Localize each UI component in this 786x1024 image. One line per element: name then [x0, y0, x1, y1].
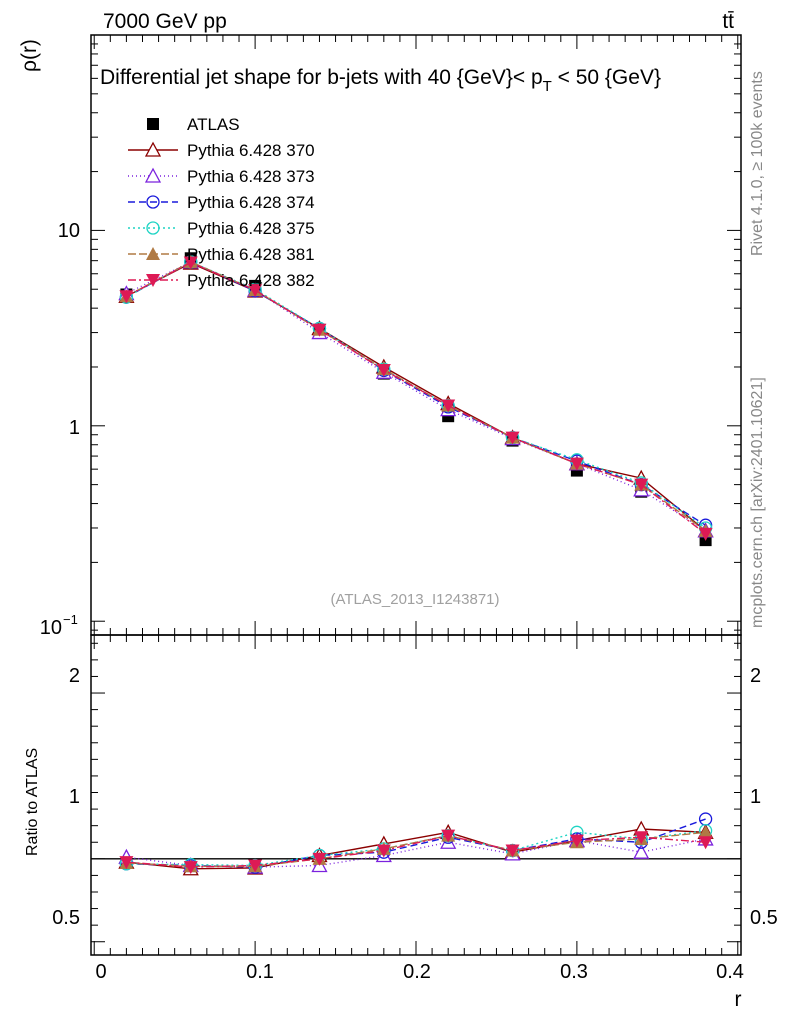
ratio-point-pythia-6-428-382 — [441, 829, 456, 843]
data-point-pythia-6-428-382 — [634, 478, 649, 492]
x-tick-label-0.1: 0.1 — [246, 961, 274, 983]
ratio-point-pythia-6-428-382 — [183, 861, 198, 875]
legend-entry-pythia-6-428-373: Pythia 6.428 373 — [128, 167, 315, 186]
ratio-line-pythia-6-428-382 — [126, 834, 706, 868]
legend-label: Pythia 6.428 381 — [187, 245, 315, 264]
series-line-pythia-6-428-374 — [126, 261, 706, 526]
chart-title: Differential jet shape for b-jets with 4… — [100, 66, 661, 95]
series-pythia-6-428-373 — [118, 253, 714, 538]
legend-marker — [144, 167, 162, 183]
ratio-y-tick-2: 2 — [69, 665, 80, 687]
series-line-pythia-6-428-375 — [126, 261, 707, 529]
process-label: tt̄ — [722, 10, 734, 33]
legend-marker — [147, 118, 159, 130]
ratio-point-pythia-6-428-382 — [569, 834, 584, 848]
ratio-point-pythia-6-428-382 — [698, 836, 713, 850]
ratio-point-pythia-6-428-381 — [698, 825, 713, 839]
x-tick-label-0.4: 0.4 — [716, 961, 744, 983]
legend-label: Pythia 6.428 373 — [187, 167, 315, 186]
ratio-y-tick-1: 1 — [69, 786, 80, 808]
ratio-point-pythia-6-428-382 — [505, 844, 520, 858]
series-line-pythia-6-428-381 — [126, 261, 707, 532]
data-point-pythia-6-428-382 — [698, 527, 713, 541]
legend-marker — [146, 195, 160, 209]
ratio-y-tick-1-right: 1 — [750, 786, 761, 808]
ratio-line-pythia-6-428-373 — [126, 838, 706, 868]
x-tick-label-0: 0 — [95, 961, 106, 983]
ratio-line-pythia-6-428-375 — [126, 829, 706, 867]
chart-title-subscript: T — [543, 78, 552, 95]
ratio-point-pythia-6-428-382 — [634, 831, 649, 845]
data-point-pythia-6-428-382 — [505, 431, 520, 445]
series-atlas — [120, 252, 712, 547]
ratio-y-tick-0.5: 0.5 — [52, 907, 80, 929]
x-axis-label: r — [735, 988, 742, 1011]
data-point-pythia-6-428-382 — [312, 323, 327, 337]
main-axis-ticks — [91, 34, 741, 635]
legend-entry-pythia-6-428-381: Pythia 6.428 381 — [128, 245, 315, 264]
y-tick-label-1: 1 — [69, 417, 80, 439]
x-tick-label-0.2: 0.2 — [403, 961, 431, 983]
legend-entry-pythia-6-428-370: Pythia 6.428 370 — [128, 141, 315, 160]
legend-label: Pythia 6.428 374 — [187, 193, 315, 212]
data-point-pythia-6-428-382 — [248, 284, 263, 298]
ratio-point-pythia-6-428-382 — [119, 856, 134, 870]
x-tick-label-0.3: 0.3 — [560, 961, 588, 983]
data-point-pythia-6-428-382 — [183, 256, 198, 270]
mcplots-label: mcplots.cern.ch [arXiv:2401.10621] — [749, 377, 766, 628]
data-point-pythia-6-428-382 — [569, 457, 584, 471]
analysis-id-label: (ATLAS_2013_I1243871) — [330, 591, 499, 608]
legend-entry-pythia-6-428-382: Pythia 6.428 382 — [128, 271, 315, 290]
series-pythia-6-428-382 — [119, 256, 713, 541]
series-pythia-6-428-370 — [118, 254, 714, 538]
legend-entry-pythia-6-428-374: Pythia 6.428 374 — [128, 193, 315, 212]
y-tick-label-0.1: 10 — [40, 617, 62, 639]
ratio-axis-ticks — [91, 635, 741, 955]
legend-label: Pythia 6.428 375 — [187, 219, 315, 238]
legend-label: Pythia 6.428 382 — [187, 271, 315, 290]
series-pythia-6-428-381 — [119, 254, 713, 537]
ratio-line-pythia-6-428-370 — [126, 828, 706, 870]
legend: ATLAS Pythia 6.428 370 Pythia 6.428 373 Pyt… — [128, 115, 315, 290]
legend-label: ATLAS — [187, 115, 240, 134]
y-tick-label-10: 10 — [58, 220, 80, 242]
legend-marker — [146, 221, 160, 235]
legend-marker — [144, 141, 162, 157]
chart-title-main: Differential jet shape for b-jets with 4… — [100, 66, 543, 89]
rivet-version-label: Rivet 4.1.0, ≥ 100k events — [749, 71, 766, 256]
series-line-pythia-6-428-370 — [126, 262, 707, 532]
ratio-point-pythia-6-428-373 — [633, 843, 650, 859]
data-point-pythia-6-428-382 — [376, 364, 391, 378]
data-point-pythia-6-428-382 — [119, 290, 134, 304]
main-y-axis-label: ρ(r) — [18, 39, 41, 72]
data-point-pythia-6-428-382 — [441, 399, 456, 413]
ratio-point-pythia-6-428-382 — [248, 859, 263, 873]
legend-entry-pythia-6-428-375: Pythia 6.428 375 — [128, 219, 315, 238]
ratio-series-group — [91, 812, 741, 876]
ratio-line-pythia-6-428-381 — [126, 831, 706, 867]
series-line-pythia-6-428-373 — [126, 261, 706, 532]
energy-label: 7000 GeV pp — [103, 10, 227, 33]
ratio-point-pythia-6-428-374 — [698, 812, 713, 826]
legend-label: Pythia 6.428 370 — [187, 141, 315, 160]
main-series-group — [118, 252, 714, 547]
series-pythia-6-428-374 — [119, 255, 713, 532]
legend-entry-atlas: ATLAS — [147, 115, 240, 134]
ratio-panel-frame — [90, 634, 742, 956]
chart-title-end: < 50 {GeV} — [552, 66, 661, 89]
ratio-point-pythia-6-428-382 — [312, 852, 327, 866]
ratio-y-axis-label: Ratio to ATLAS — [24, 748, 41, 856]
y-tick-exponent: −1 — [63, 612, 78, 627]
ratio-series-pythia-6-428-382 — [119, 829, 713, 875]
series-pythia-6-428-375 — [119, 255, 713, 535]
legend-marker — [146, 274, 160, 287]
ratio-point-pythia-6-428-382 — [376, 844, 391, 858]
legend-marker — [146, 247, 160, 260]
series-line-pythia-6-428-382 — [126, 261, 707, 535]
ratio-y-tick-0.5-right: 0.5 — [750, 907, 778, 929]
ratio-y-tick-2-right: 2 — [750, 665, 761, 687]
